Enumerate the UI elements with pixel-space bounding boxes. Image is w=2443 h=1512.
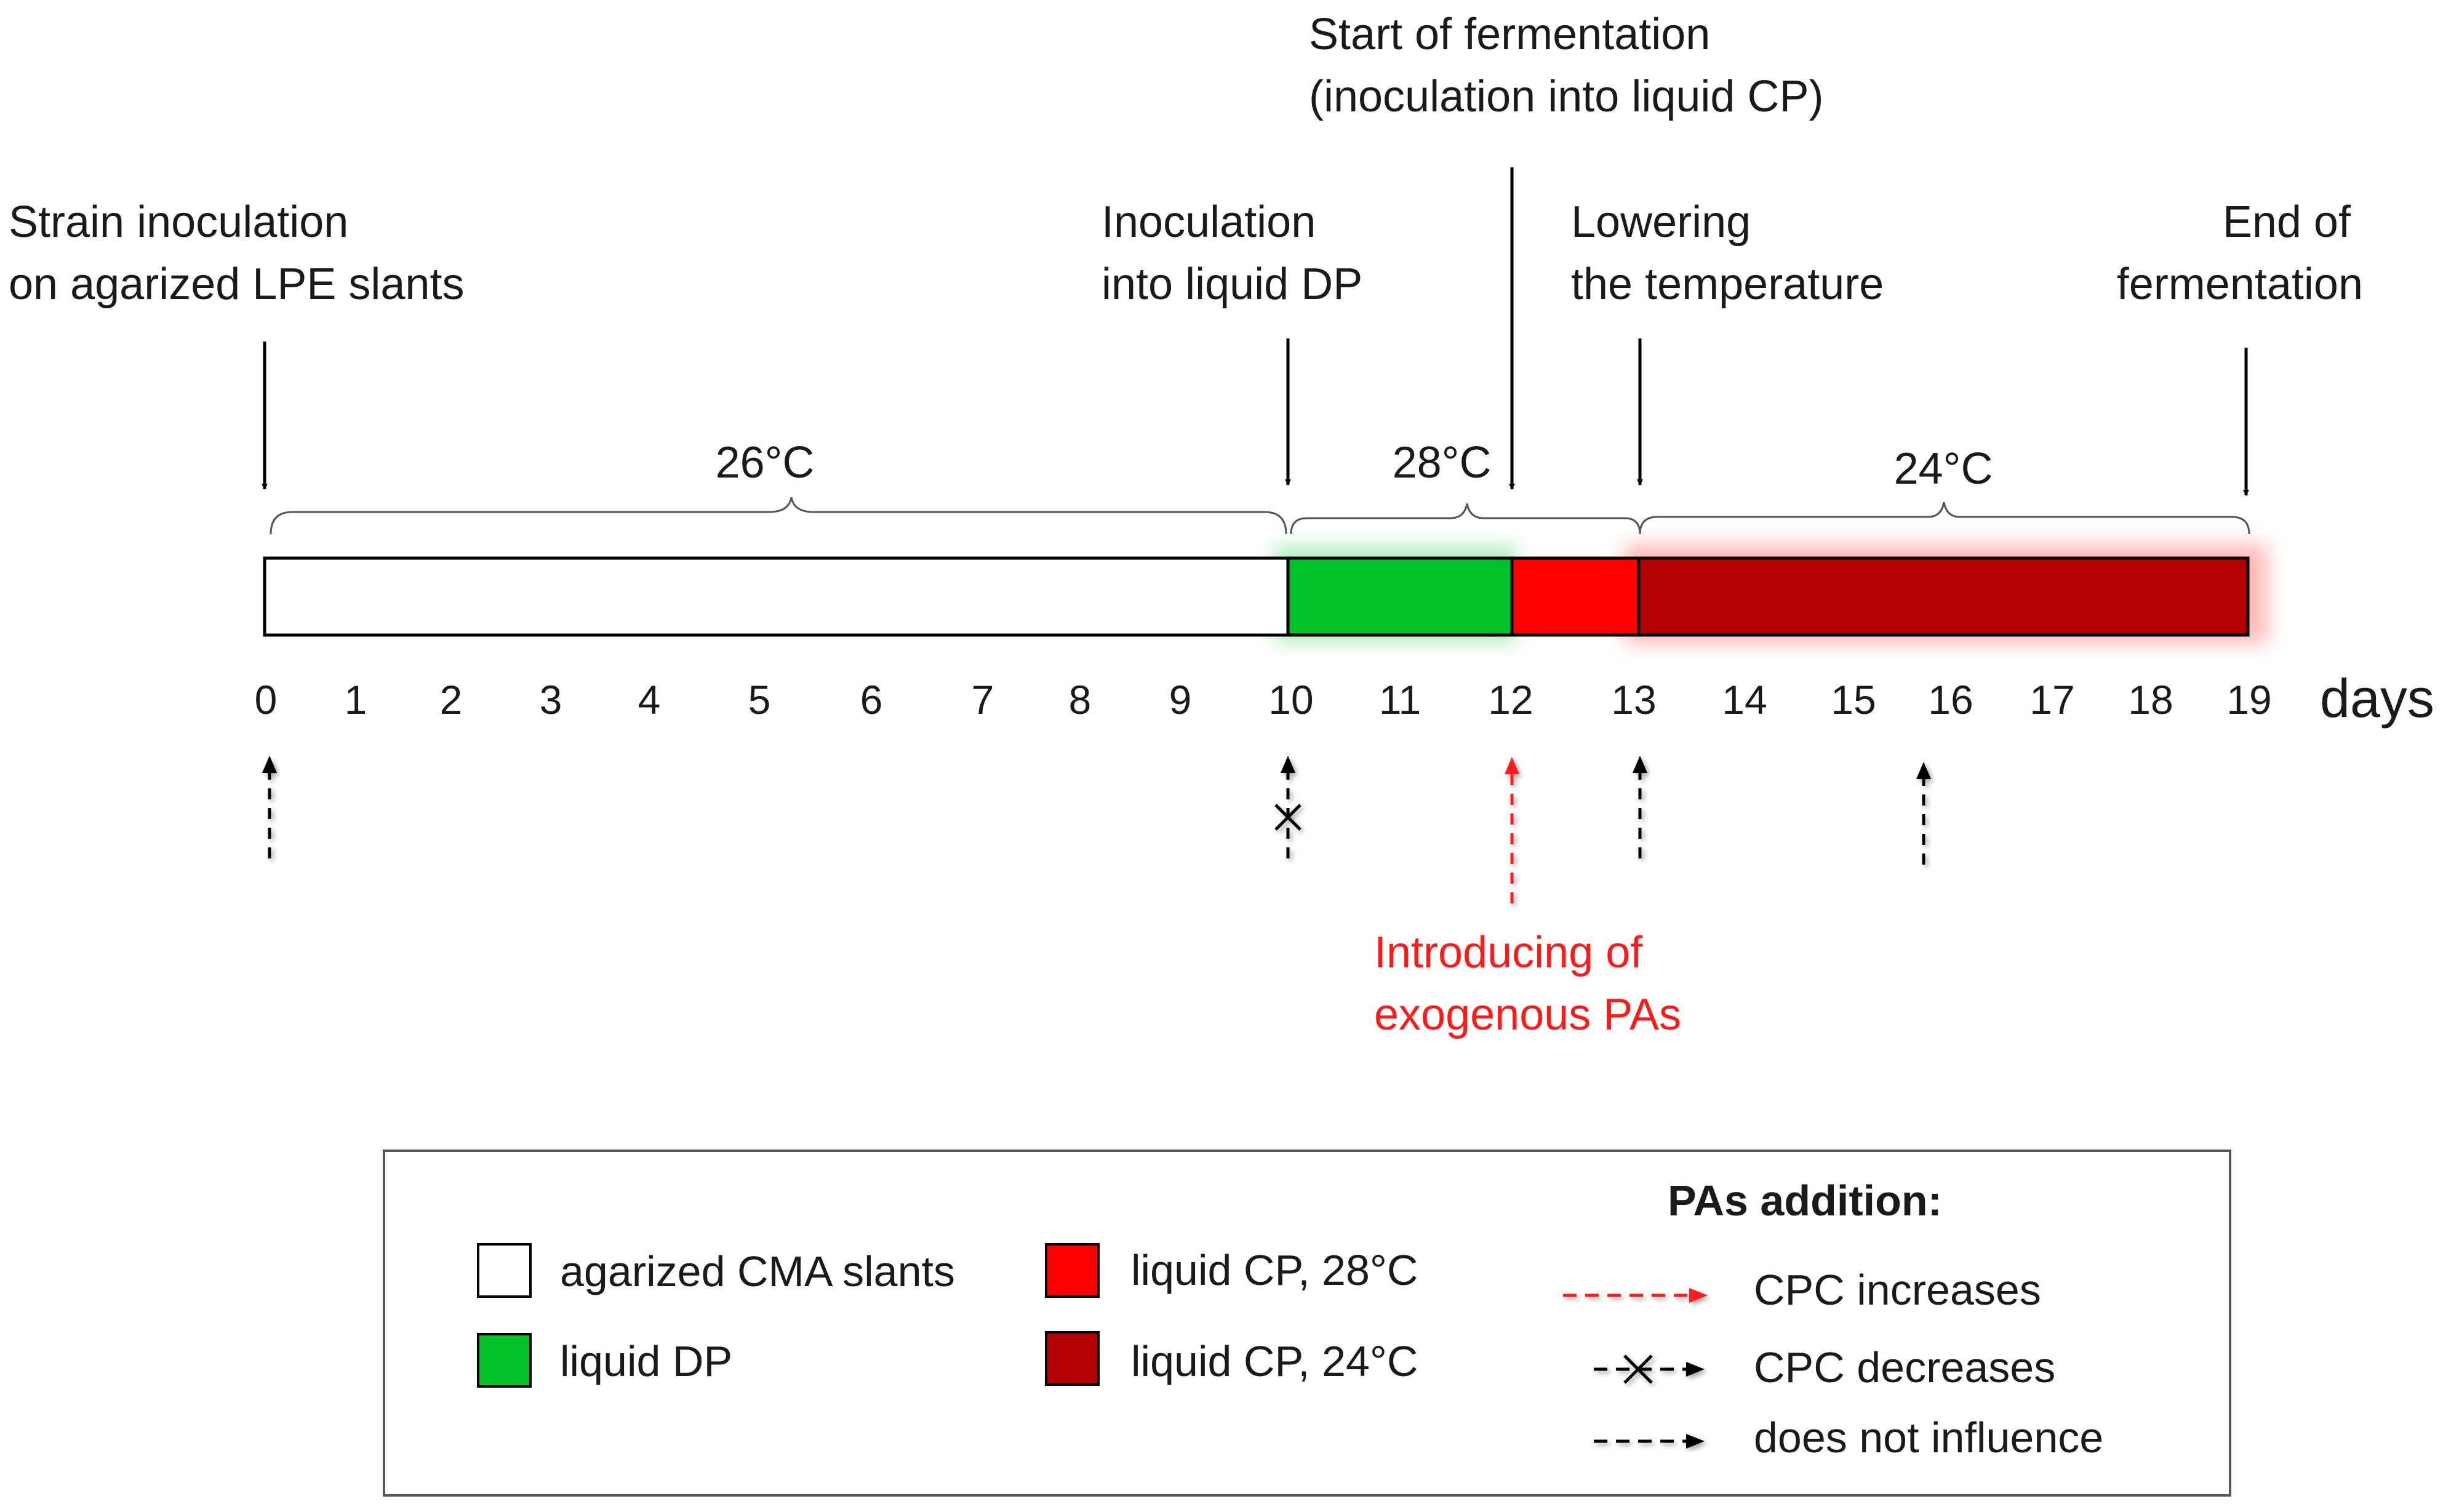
pa-arrow-day16-no-influence (1916, 762, 1931, 865)
temp-label-24c: 24°C (1894, 444, 1993, 494)
tick-label: 1 (345, 677, 367, 722)
legend-label-cp24: liquid CP, 24°C (1131, 1337, 1418, 1385)
legend-label-cp28: liquid CP, 28°C (1131, 1246, 1418, 1294)
event-lowering-temp-line1: Lowering (1571, 198, 1751, 247)
temp-label-26c: 26°C (716, 438, 815, 487)
event-lowering-temp: Lowering the temperature (1571, 198, 1884, 309)
legend-arrow-decrease (1594, 1354, 1705, 1384)
tick-label: 3 (540, 677, 562, 722)
tick-label: 7 (972, 677, 994, 722)
legend-label-cma: agarized CMA slants (560, 1247, 955, 1295)
tick-label: 18 (2128, 677, 2173, 722)
event-inoculation-dp-line1: Inoculation (1102, 198, 1316, 247)
tick-label: 19 (2226, 677, 2271, 722)
pa-arrow-day13-no-influence (1633, 756, 1647, 858)
introducing-pas-line1: Introducing of (1374, 928, 1643, 977)
event-end-fermentation: End of fermentation (2117, 198, 2363, 309)
legend-swatch-cp28 (1045, 1243, 1100, 1298)
introducing-pas-line2: exogenous PAs (1374, 990, 1681, 1039)
tick-label: 6 (860, 677, 883, 722)
event-lowering-temp-line2: the temperature (1571, 260, 1884, 309)
tick-label: 11 (1379, 677, 1421, 722)
legend-arrow-increase (1563, 1288, 1708, 1303)
tick-label: 9 (1169, 677, 1192, 722)
tick-label: 0 (255, 677, 278, 722)
day-ticks: 0 1 2 3 4 5 6 7 8 9 10 11 12 13 14 15 16… (255, 677, 2272, 722)
tick-label: 10 (1268, 677, 1313, 722)
legend-arrow-no-influence (1594, 1434, 1705, 1449)
tick-label: 13 (1611, 677, 1656, 722)
segment-liquid-cp-28c (1510, 556, 1641, 637)
legend-label-no-influence: does not influence (1754, 1414, 2103, 1462)
tick-label: 16 (1928, 677, 1973, 722)
tick-label: 2 (440, 677, 463, 722)
event-start-fermentation-line1: Start of fermentation (1309, 10, 1710, 59)
pa-arrow-day10-decrease (1274, 756, 1301, 858)
legend-swatch-cp24 (1045, 1331, 1100, 1386)
event-strain-inoculation-line2: on agarized LPE slants (9, 260, 464, 309)
event-strain-inoculation: Strain inoculation on agarized LPE slant… (9, 198, 464, 309)
event-strain-inoculation-line1: Strain inoculation (9, 198, 348, 247)
segment-cma-slants (263, 556, 1290, 637)
legend-label-dp: liquid DP (560, 1337, 732, 1385)
segment-liquid-cp-24c (1637, 556, 2250, 637)
legend-label-increase: CPC increases (1754, 1266, 2041, 1314)
legend-swatch-cma (477, 1243, 532, 1298)
tick-label: 15 (1831, 677, 1876, 722)
tick-label: 8 (1069, 677, 1092, 722)
pa-arrow-day0-no-influence (262, 756, 277, 858)
brace-28c (1290, 503, 1641, 535)
tick-label: 12 (1488, 677, 1533, 722)
tick-label: 17 (2029, 677, 2074, 722)
tick-label: 14 (1722, 677, 1767, 722)
tick-label: 4 (638, 677, 661, 722)
event-end-fermentation-line2: fermentation (2117, 260, 2363, 309)
introducing-pas-label: Introducing of exogenous PAs (1374, 928, 1681, 1039)
tick-label: 5 (748, 677, 771, 722)
legend-frame (383, 1150, 2231, 1497)
brace-26c (270, 497, 1287, 535)
legend-swatch-dp (477, 1333, 532, 1388)
event-inoculation-dp: Inoculation into liquid DP (1102, 198, 1362, 309)
axis-unit-days: days (2320, 668, 2434, 729)
event-start-fermentation: Start of fermentation (inoculation into … (1309, 10, 1823, 121)
segment-liquid-dp (1286, 556, 1514, 637)
temp-label-28c: 28°C (1393, 438, 1492, 487)
brace-24c (1639, 502, 2250, 535)
event-start-fermentation-line2: (inoculation into liquid CP) (1309, 72, 1823, 121)
legend: PAs addition: agarized CMA slants liquid… (383, 1150, 2231, 1497)
event-end-fermentation-line1: End of (2223, 198, 2351, 247)
legend-label-decrease: CPC decreases (1754, 1343, 2055, 1391)
event-inoculation-dp-line2: into liquid DP (1102, 260, 1362, 309)
timeline-bar (263, 545, 2268, 643)
legend-title: PAs addition: (1668, 1177, 1942, 1225)
pa-arrow-day12-increase (1505, 757, 1519, 903)
